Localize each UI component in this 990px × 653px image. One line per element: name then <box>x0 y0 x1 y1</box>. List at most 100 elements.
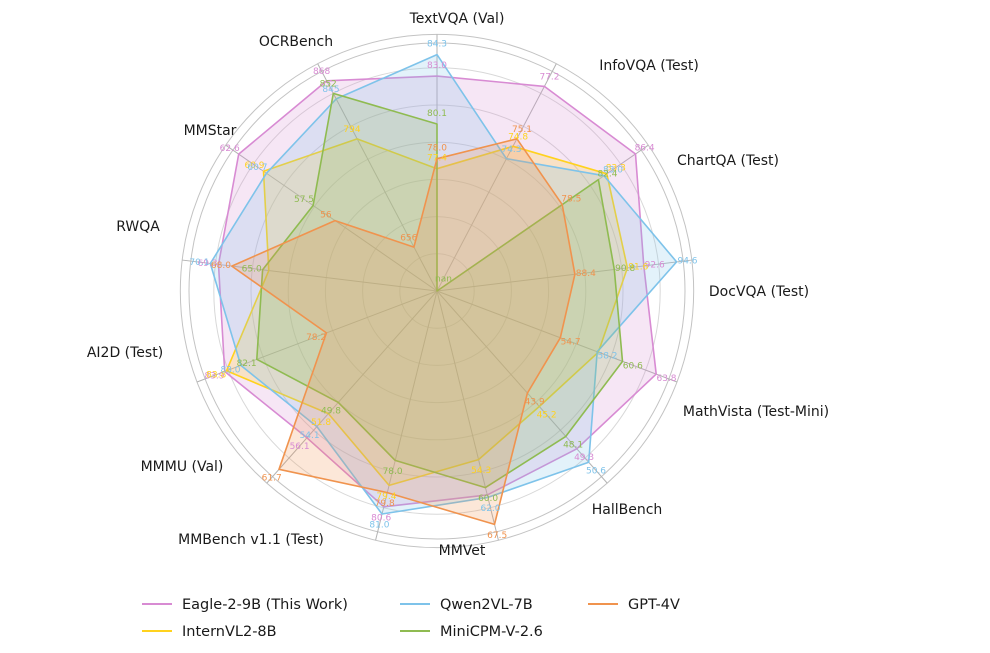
axis-spoke <box>436 290 678 383</box>
axis-label: DocVQA (Test) <box>709 284 809 300</box>
series-polygon-minicpm-v-2-6 <box>255 92 624 489</box>
value-label: 67.5 <box>487 531 507 541</box>
value-label: 75.1 <box>512 125 532 135</box>
value-label: 62.6 <box>220 144 240 154</box>
value-label: 84.3 <box>427 40 447 50</box>
value-label: 80.1 <box>427 109 447 119</box>
value-label: 83.3 <box>606 164 626 174</box>
legend-label: GPT-4V <box>628 597 680 613</box>
legend-item-gpt-4v: GPT-4V <box>588 597 680 613</box>
value-label: 83.0 <box>427 61 447 71</box>
legend-item-eagle-2-9b-this-work-: Eagle-2-9B (This Work) <box>142 597 348 613</box>
series-polygon-gpt-4v <box>231 138 576 526</box>
value-label: 68.0 <box>211 261 231 271</box>
value-label: 80.6 <box>371 514 391 524</box>
value-label: 60.0 <box>478 494 498 504</box>
axis-spoke <box>436 63 557 292</box>
axis-label: InfoVQA (Test) <box>599 58 699 74</box>
axis-label: MathVista (Test-Mini) <box>683 404 829 420</box>
axis-spoke <box>436 290 499 541</box>
value-label: 92.6 <box>645 261 665 271</box>
value-label: 852 <box>320 80 337 90</box>
legend-label: Qwen2VL-7B <box>440 597 533 613</box>
axis-label: MMStar <box>184 123 237 139</box>
value-label: 57.5 <box>294 195 314 205</box>
value-label: 794 <box>343 125 360 135</box>
value-label: 74.8 <box>508 133 528 143</box>
value-label: 83.9 <box>204 371 224 381</box>
value-label: 48.1 <box>563 441 583 451</box>
axis-spoke <box>317 63 438 292</box>
legend-item-qwen2vl-7b: Qwen2VL-7B <box>400 597 533 613</box>
value-label: 79.8 <box>375 499 395 509</box>
value-label: 78.2 <box>306 333 326 343</box>
value-label: 49.3 <box>574 453 594 463</box>
value-label: 43.9 <box>525 397 545 407</box>
value-label: 82.1 <box>237 359 257 369</box>
value-label: 56.1 <box>290 442 310 452</box>
value-label: 56 <box>320 210 332 220</box>
value-label: 83.0 <box>603 166 623 176</box>
axis-label: AI2D (Test) <box>87 345 163 361</box>
axis-label: MMMU (Val) <box>141 459 224 475</box>
value-label: 83.8 <box>206 371 226 381</box>
axis-label: RWQA <box>116 219 160 235</box>
value-label: 54.7 <box>561 338 581 348</box>
value-label: 45.2 <box>537 411 557 421</box>
value-label: 868 <box>313 67 330 77</box>
legend-item-minicpm-v-2-6: MiniCPM-V-2.6 <box>400 624 543 640</box>
value-label: 78.0 <box>383 467 403 477</box>
value-label: 60.6 <box>623 361 643 371</box>
value-label: 94.6 <box>677 257 697 267</box>
value-label: 58.2 <box>597 352 617 362</box>
value-label: 79.4 <box>376 492 396 502</box>
value-label: 78.5 <box>561 194 581 204</box>
value-label: 54.3 <box>471 466 491 476</box>
axis-spoke <box>436 290 608 484</box>
value-label: 51.8 <box>311 418 331 428</box>
value-label: 54.1 <box>300 431 320 441</box>
axis-label: MMVet <box>439 543 486 559</box>
value-label: 656 <box>400 233 417 243</box>
legend-item-internvl2-8b: InternVL2-8B <box>142 624 277 640</box>
value-label: nan <box>435 275 452 285</box>
value-label: 74.3 <box>501 145 521 155</box>
axis-spoke <box>225 144 438 292</box>
value-label: 69.3 <box>198 259 218 269</box>
value-label: 49.8 <box>321 407 341 417</box>
legend-label: InternVL2-8B <box>182 624 277 640</box>
value-label: 88.4 <box>576 269 596 279</box>
value-label: 50.6 <box>586 466 606 476</box>
value-label: 61.7 <box>262 474 282 484</box>
value-label: 77.2 <box>539 73 559 83</box>
value-label: 63.8 <box>656 374 676 384</box>
value-label: 90.8 <box>615 264 635 274</box>
axis-spoke <box>182 259 438 292</box>
value-label: 83.0 <box>220 365 240 375</box>
value-label: 86.4 <box>635 144 655 154</box>
value-label: 91.6 <box>628 263 648 273</box>
axis-label: OCRBench <box>259 34 333 50</box>
legend-label: MiniCPM-V-2.6 <box>440 624 543 640</box>
value-label: 65.0 <box>242 265 262 275</box>
value-label: 77.4 <box>427 154 447 164</box>
value-label: 62.0 <box>480 504 500 514</box>
axis-label: ChartQA (Test) <box>677 153 779 169</box>
series-polygon-qwen2vl-7b <box>209 53 678 515</box>
axis-label: TextVQA (Val) <box>409 11 505 27</box>
value-label: 70.1 <box>189 258 209 268</box>
legend-label: Eagle-2-9B (This Work) <box>182 597 348 613</box>
axis-spoke <box>196 290 438 383</box>
axis-spoke <box>266 290 438 484</box>
value-label: 78.0 <box>427 144 447 154</box>
value-label: 81.0 <box>369 521 389 531</box>
axis-label: MMBench v1.1 (Test) <box>178 532 324 548</box>
value-label: 60.9 <box>244 161 264 171</box>
value-label: 845 <box>322 85 339 95</box>
value-label: 82.4 <box>597 169 617 179</box>
axis-spoke <box>375 290 438 541</box>
value-label: 60.7 <box>247 163 267 173</box>
axis-label: HallBench <box>592 502 663 518</box>
